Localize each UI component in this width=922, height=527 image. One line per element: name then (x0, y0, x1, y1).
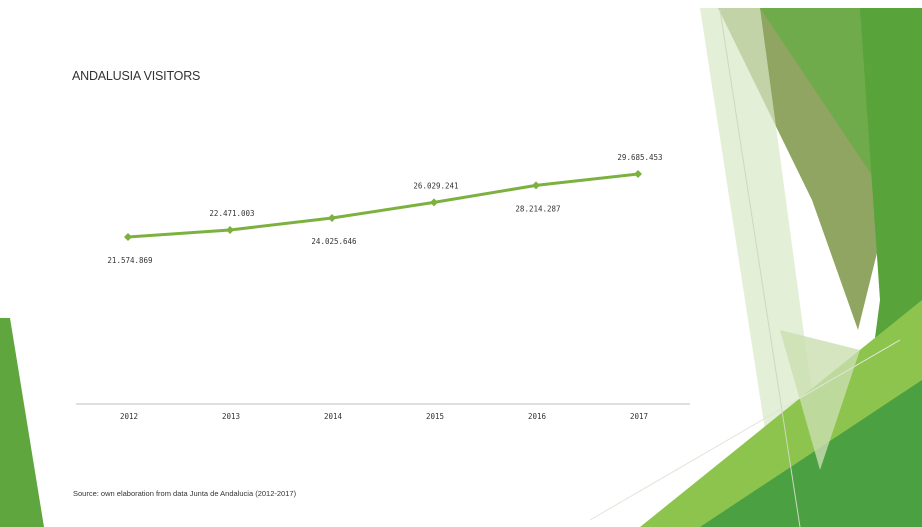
right-facet-pale (780, 330, 860, 470)
data-label-2015: 26.029.241 (413, 181, 458, 190)
data-point-2015 (430, 198, 438, 207)
data-point-2013 (226, 226, 234, 235)
data-label-2017: 29.685.453 (617, 153, 662, 162)
series-line (126, 172, 640, 239)
left-green-sliver (0, 318, 44, 527)
x-tick-label-2014: 2014 (324, 412, 343, 421)
right-facet-light (700, 8, 830, 527)
data-label-2013: 22.471.003 (209, 209, 254, 218)
data-label-2016: 28.214.287 (515, 204, 560, 213)
data-point-2014 (328, 213, 336, 222)
x-tick-label-2016: 2016 (528, 412, 547, 421)
x-tick-label-2017: 2017 (630, 412, 648, 421)
data-label-2012: 21.574.869 (107, 256, 152, 265)
chart-title: ANDALUSIA VISITORS (72, 69, 201, 83)
data-point-2016 (532, 181, 540, 190)
source-note: Source: own elaboration from data Junta … (73, 489, 297, 498)
data-point-2017 (634, 170, 642, 178)
data-label-2014: 24.025.646 (311, 237, 357, 246)
right-facet-dark (700, 380, 922, 527)
data-point-2012 (124, 233, 132, 241)
x-tick-label-2015: 2015 (426, 412, 444, 421)
x-tick-label-2013: 2013 (222, 412, 240, 421)
right-thin-line (719, 9, 801, 527)
right-thin-line-2 (589, 339, 901, 521)
x-tick-label-2012: 2012 (120, 412, 138, 421)
